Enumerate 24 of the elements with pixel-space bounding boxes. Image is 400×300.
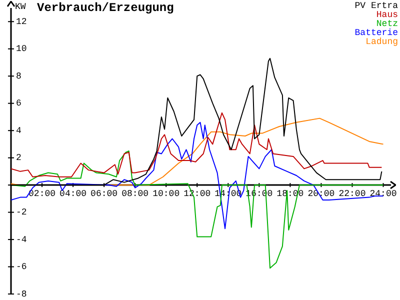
x-tick-label: 22:00 (338, 188, 366, 199)
y-tick-label: 10 (16, 44, 27, 54)
x-tick-label: 08:00 (122, 188, 149, 199)
x-tick-label: 24:00 (370, 188, 397, 199)
y-tick-label: -6 (16, 262, 27, 272)
y-tick-label: -4 (16, 234, 27, 245)
text: Batterie (354, 28, 398, 38)
text: Haus (376, 10, 398, 20)
y-tick-label: 4 (16, 126, 22, 136)
text: Ladung (366, 36, 398, 47)
x-tick-label: 06:00 (90, 188, 118, 199)
x-tick-label: 04:00 (60, 188, 87, 199)
y-axis-title: KW (15, 2, 26, 12)
text: Netz (376, 18, 398, 29)
chart-title: Verbrauch/Erzeugung (37, 1, 174, 16)
x-tick-label: 10:00 (152, 188, 180, 199)
y-tick-label: 6 (16, 98, 22, 109)
y-tick-label: -2 (16, 208, 27, 218)
text: PV Ertra (354, 0, 399, 11)
y-tick-label: 8 (16, 71, 22, 82)
y-tick-label: -8 (16, 289, 27, 300)
y-tick-label: 12 (16, 17, 27, 28)
x-tick-label: 02:00 (28, 188, 56, 199)
y-tick-label: 2 (16, 153, 22, 164)
